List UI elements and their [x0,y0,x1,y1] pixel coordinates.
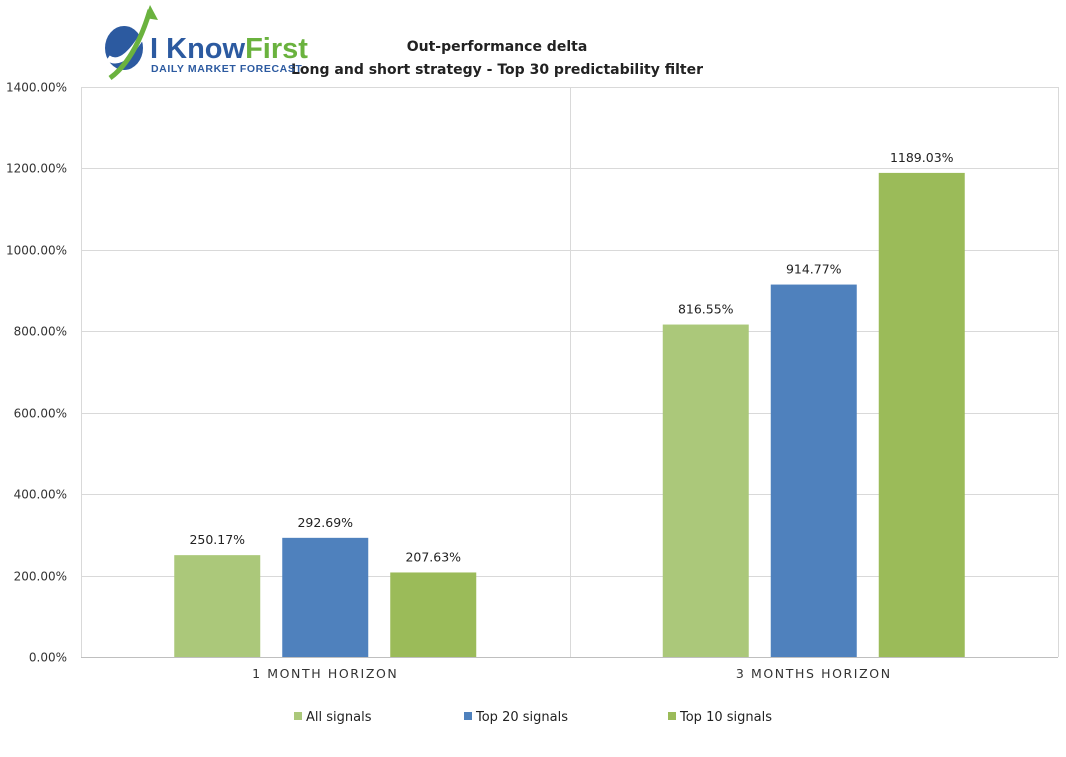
legend: All signals Top 20 signals Top 10 signals [294,710,772,725]
data-label: 914.77% [786,262,842,277]
legend-swatch [294,712,302,720]
y-tick-label: 600.00% [14,407,67,421]
data-label: 1189.03% [890,150,954,165]
y-axis-ticks: 0.00% 200.00% 400.00% 600.00% 800.00% 1000.00… [6,81,67,665]
legend-label: Top 10 signals [679,710,772,725]
y-tick-label: 200.00% [14,570,67,584]
data-label: 250.17% [189,532,245,547]
chart-subtitle: Long and short strategy - Top 30 predict… [291,62,703,78]
data-labels: 250.17% 292.69% 207.63% 816.55% 914.77% 1189.… [189,150,953,565]
legend-label: Top 20 signals [475,710,568,725]
bar [878,172,965,657]
logo-tagline: DAILY MARKET FORECAST [151,63,302,75]
legend-swatch [668,712,676,720]
bars [174,172,965,657]
category-label: 1 MONTH HORIZON [252,666,398,681]
bar [390,572,477,657]
y-tick-label: 1200.00% [6,162,67,176]
data-label: 292.69% [297,515,353,530]
logo-mark-icon [105,5,158,81]
logo-text: I KnowFirst [150,33,308,65]
data-label: 207.63% [405,549,461,564]
y-tick-label: 0.00% [29,651,67,665]
chart-title: Out-performance delta [407,39,588,55]
legend-label: All signals [306,710,372,725]
category-label: 3 MONTHS HORIZON [736,666,892,681]
logo: I KnowFirst DAILY MARKET FORECAST [105,5,308,81]
y-tick-label: 400.00% [14,488,67,502]
y-tick-label: 1400.00% [6,81,67,95]
bar [174,555,261,657]
bar [770,284,857,657]
legend-swatch [464,712,472,720]
bar [662,324,749,657]
bar [282,537,369,657]
y-tick-label: 800.00% [14,325,67,339]
category-labels: 1 MONTH HORIZON 3 MONTHS HORIZON [252,666,892,681]
y-tick-label: 1000.00% [6,244,67,258]
data-label: 816.55% [678,302,734,317]
